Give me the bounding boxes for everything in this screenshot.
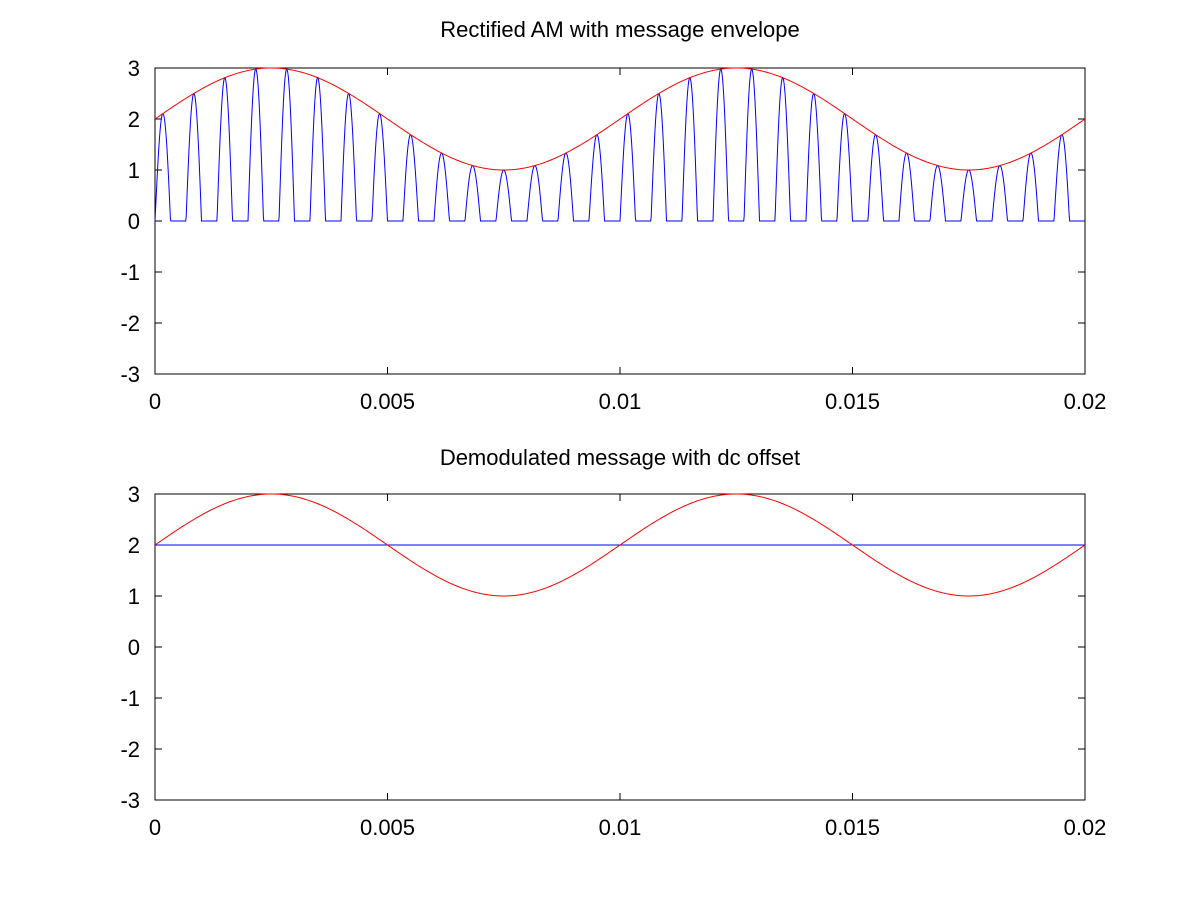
top-y-tick-label: 2 xyxy=(128,107,140,132)
top-y-tick-label: 0 xyxy=(128,209,140,234)
bottom-y-tick-label: 3 xyxy=(128,482,140,507)
bottom-y-tick-label: -2 xyxy=(120,737,140,762)
top-panel: Rectified AM with message envelope 0 0.00… xyxy=(120,17,1106,414)
bottom-axis-ticks: 0 0.005 0.01 0.015 0.02 -3 -2 -1 0 1 2 3 xyxy=(120,482,1106,840)
bottom-y-tick-label: 0 xyxy=(128,635,140,660)
top-x-tick-label: 0.01 xyxy=(599,389,642,414)
bottom-panel-title: Demodulated message with dc offset xyxy=(440,445,800,470)
top-x-tick-label: 0.005 xyxy=(360,389,415,414)
top-panel-title: Rectified AM with message envelope xyxy=(440,17,800,42)
bottom-x-tick-label: 0 xyxy=(149,815,161,840)
bottom-x-tick-label: 0.005 xyxy=(360,815,415,840)
bottom-y-tick-label: -1 xyxy=(120,686,140,711)
bottom-panel: Demodulated message with dc offset 0 0.00… xyxy=(120,445,1106,840)
top-y-tick-label: 1 xyxy=(128,158,140,183)
top-series-1-line xyxy=(154,67,1086,171)
top-y-tick-label: 3 xyxy=(128,56,140,81)
top-y-tick-label: -2 xyxy=(120,311,140,336)
top-x-tick-label: 0.02 xyxy=(1064,389,1107,414)
bottom-series-1-line xyxy=(154,493,1086,597)
bottom-x-tick-label: 0.015 xyxy=(825,815,880,840)
top-plot-lines xyxy=(154,67,1086,222)
bottom-y-tick-label: 2 xyxy=(128,533,140,558)
top-axis-ticks: 0 0.005 0.01 0.015 0.02 -3 -2 -1 0 1 2 3 xyxy=(120,56,1106,414)
bottom-plot-lines xyxy=(154,493,1086,597)
top-x-tick-label: 0.015 xyxy=(825,389,880,414)
top-y-tick-label: -1 xyxy=(120,260,140,285)
bottom-y-tick-label: -3 xyxy=(120,788,140,813)
top-y-tick-label: -3 xyxy=(120,362,140,387)
bottom-x-tick-label: 0.01 xyxy=(599,815,642,840)
bottom-y-tick-label: 1 xyxy=(128,584,140,609)
top-series-0-line xyxy=(154,68,1085,222)
bottom-x-tick-label: 0.02 xyxy=(1064,815,1107,840)
top-x-tick-label: 0 xyxy=(149,389,161,414)
